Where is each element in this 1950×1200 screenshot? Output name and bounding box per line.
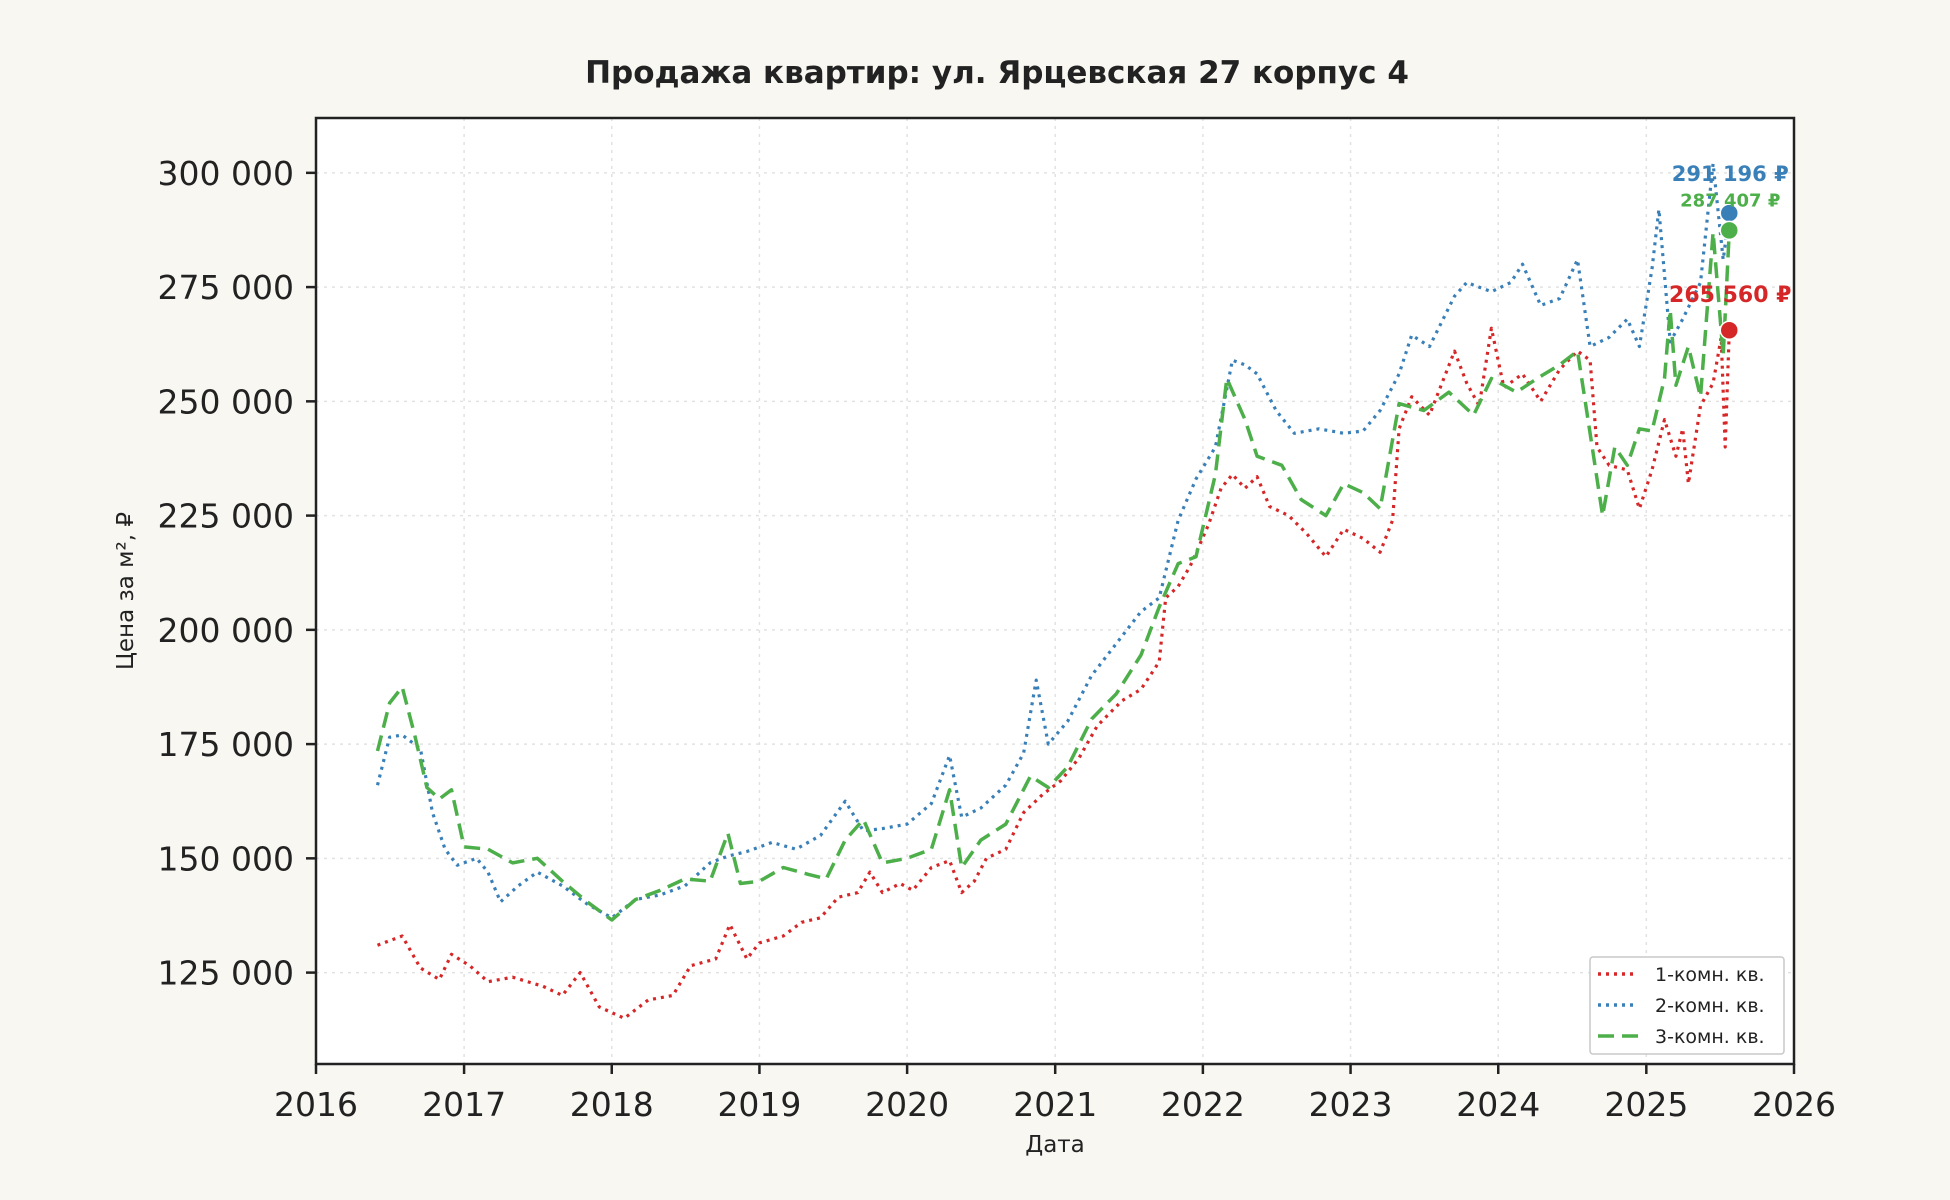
x-tick-label: 2018	[570, 1085, 654, 1124]
series-line-3	[375, 230, 1732, 922]
x-tick-label: 2016	[274, 1085, 358, 1124]
chart-title: Продажа квартир: ул. Ярцевская 27 корпус…	[585, 55, 1409, 91]
x-tick-label: 2026	[1752, 1085, 1836, 1124]
y-tick-label: 150 000	[158, 839, 294, 878]
x-tick-label: 2023	[1309, 1085, 1393, 1124]
x-tick-label: 2022	[1161, 1085, 1245, 1124]
y-tick-label: 200 000	[158, 611, 294, 650]
y-tick-label: 125 000	[158, 954, 294, 993]
legend: 1-комн. кв. 2-комн. кв. 3-комн. кв.	[1589, 956, 1785, 1055]
x-tick-label: 2020	[865, 1085, 949, 1124]
x-tick-label: 2019	[717, 1085, 801, 1124]
y-tick-label: 300 000	[158, 154, 294, 193]
legend-box	[1589, 956, 1785, 1055]
axis-ticks: 2016 2017 2018 2019 2020 2021 2022 2023 2024 2025…	[158, 154, 1836, 1124]
x-tick-label: 2025	[1604, 1085, 1688, 1124]
end-value-label-1: 291 196 ₽	[1672, 162, 1789, 186]
series-line-2	[375, 162, 1731, 920]
x-axis-title: Дата	[1025, 1132, 1085, 1158]
legend-label-3: 3-комн. кв.	[1655, 1026, 1765, 1048]
end-point-marker-3	[1719, 320, 1740, 340]
legend-label-2: 2-комн. кв.	[1655, 995, 1765, 1017]
end-markers: 291 196 ₽ 287 407 ₽ 265 560 ₽	[1669, 162, 1792, 340]
end-point-marker-2	[1719, 220, 1740, 241]
end-value-label-2: 287 407 ₽	[1680, 190, 1780, 211]
x-tick-label: 2024	[1456, 1085, 1540, 1124]
x-tick-label: 2017	[422, 1085, 506, 1124]
y-tick-label: 250 000	[158, 382, 294, 421]
x-tick-label: 2021	[1013, 1085, 1097, 1124]
series-line-1	[376, 326, 1731, 1020]
series-lines	[375, 162, 1732, 1020]
y-axis-title: Цена за м², ₽	[113, 512, 139, 670]
y-tick-label: 275 000	[158, 268, 294, 307]
end-value-label-3: 265 560 ₽	[1669, 283, 1791, 308]
legend-label-1: 1-комн. кв.	[1655, 964, 1765, 986]
y-tick-label: 175 000	[158, 725, 294, 764]
y-tick-label: 225 000	[158, 497, 294, 536]
